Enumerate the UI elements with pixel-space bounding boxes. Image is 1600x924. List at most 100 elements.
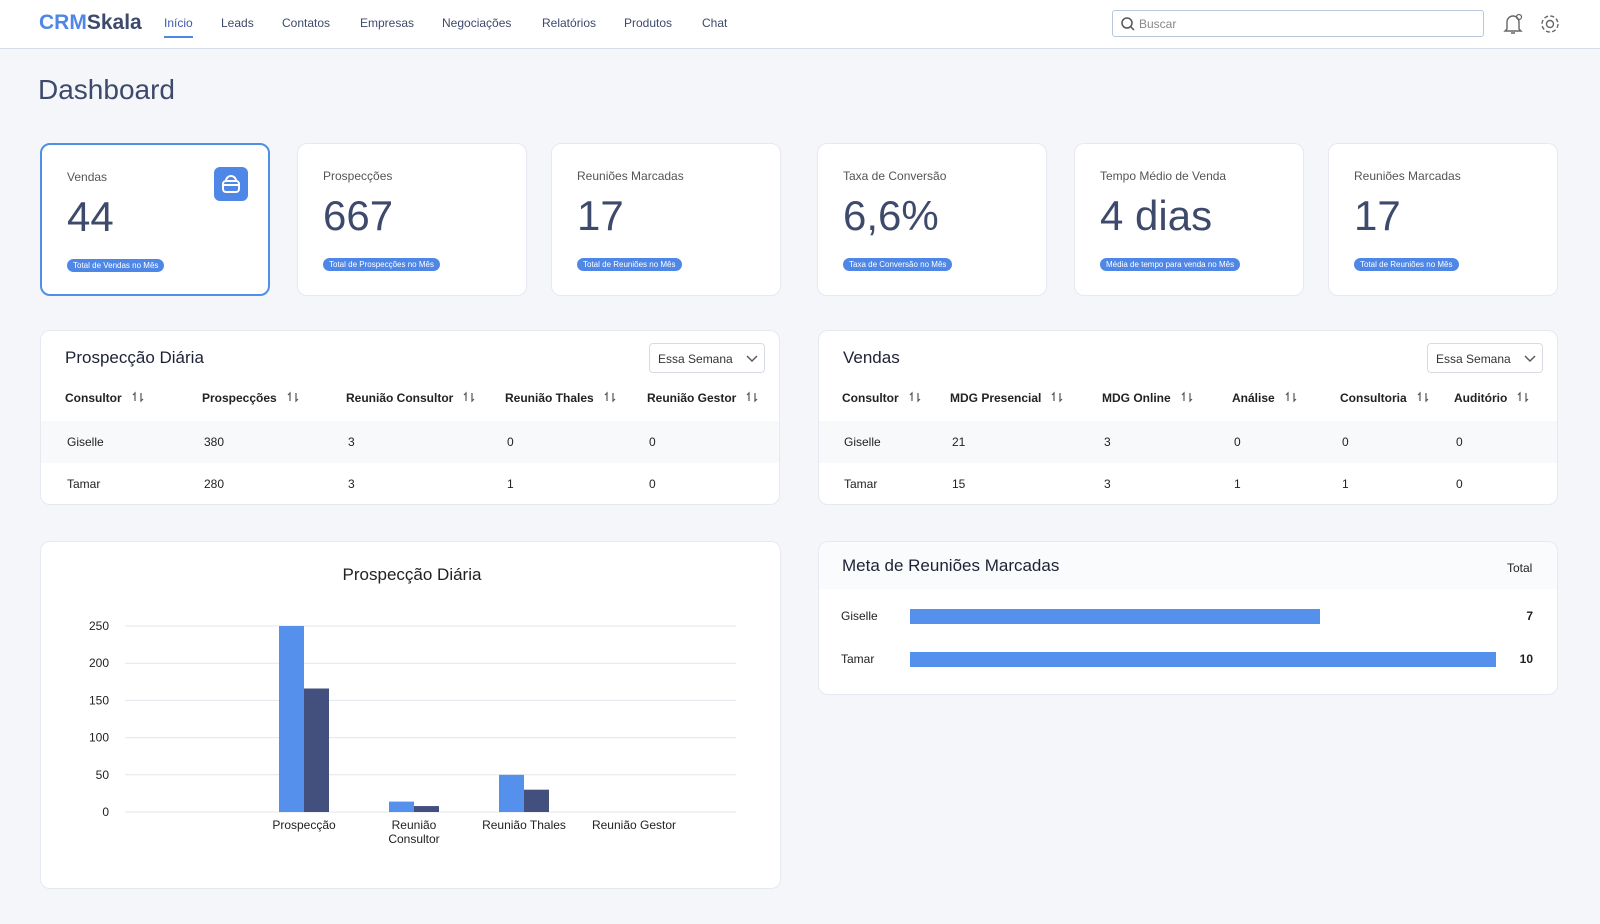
search-placeholder: Buscar [1139,17,1177,31]
column-header[interactable]: Consultoria [1340,391,1429,406]
sort[interactable] [604,391,616,406]
table-cell: 15 [952,477,966,491]
x-tick-label: Reunião Gestor [591,818,677,832]
sort[interactable] [1517,391,1529,406]
table-cell: 1 [1234,477,1241,491]
table-cell: 0 [649,477,656,491]
table-cell: 0 [1456,435,1463,449]
table-card: Vendas Essa Semana Consultor MDG Presencial… [818,330,1558,505]
bar [279,626,304,812]
goal-bar [910,609,1321,624]
goal-header-bg [819,542,1557,589]
sort[interactable] [132,391,144,406]
kpi-label: Reuniões Marcadas [577,169,684,183]
sort[interactable] [287,391,299,406]
table-card: Prospecção Diária Essa Semana Consultor Pro… [40,330,780,505]
column-header[interactable]: Consultor [65,391,144,406]
kpi-label: Tempo Médio de Venda [1100,169,1227,183]
search-icon [1121,17,1135,31]
kpi-card[interactable]: Vendas 44 Total de Vendas no Mês [40,143,270,296]
sort-icon [1417,391,1429,403]
top-nav: CRMSkala Buscar Início Leads Contatos Empre… [0,0,1600,49]
column-header[interactable]: Reunião Consultor [346,391,475,406]
settings-icon[interactable] [1538,12,1562,36]
kpi-card[interactable]: Reuniões Marcadas 17 Total de Reuniões no … [551,143,781,296]
sort[interactable] [746,391,758,406]
kpi-card[interactable]: Taxa de Conversão 6,6% Taxa de Conversão n… [817,143,1047,296]
logo[interactable]: CRMSkala [39,11,142,35]
sort-icon [1285,391,1297,403]
table-cell: 0 [1456,477,1463,491]
kpi-value: 6,6% [843,192,939,239]
goal-name: Giselle [841,609,878,623]
sort-icon [463,391,475,403]
table-row-bg [41,421,779,463]
table-cell: 3 [348,435,355,449]
nav-item[interactable]: Início [164,16,193,38]
x-tick-label: Reunião Thales [482,818,566,832]
sort[interactable] [1417,391,1429,406]
nav-item[interactable]: Empresas [360,16,415,30]
column-header[interactable]: Auditório [1454,391,1529,406]
sort[interactable] [463,391,475,406]
nav-item[interactable]: Chat [702,16,728,30]
kpi-badge: Total de Reuniões no Mês [1354,258,1459,271]
table-cell: Giselle [67,435,104,449]
sort[interactable] [1051,391,1063,406]
sort-icon [746,391,758,403]
kpi-badge: Média de tempo para venda no Mês [1100,258,1241,271]
kpi-icon [214,167,248,201]
y-tick-label: 0 [102,805,109,819]
filter-select[interactable]: Essa Semana [1427,343,1543,373]
search-box[interactable]: Buscar [1112,10,1484,37]
filter-label: Essa Semana [658,352,733,366]
goal-card: Meta de Reuniões Marcadas Total Giselle 7 Ta… [818,541,1558,695]
table-cell: 0 [507,435,514,449]
column-header[interactable]: MDG Online [1102,391,1193,406]
table-cell: 21 [952,435,966,449]
table-cell: Tamar [844,477,878,491]
table-cell: 3 [1104,477,1111,491]
filter-select[interactable]: Essa Semana [649,343,765,373]
table-cell: Tamar [67,477,101,491]
kpi-value: 17 [577,192,624,239]
bar [304,688,329,812]
sort-icon [909,391,921,403]
kpi-card[interactable]: Tempo Médio de Venda 4 dias Média de tempo… [1074,143,1304,296]
table-cell: 0 [1234,435,1241,449]
nav-item[interactable]: Produtos [624,16,673,30]
chart-title: Prospecção Diária [343,565,482,584]
sort[interactable] [1181,391,1193,406]
kpi-card[interactable]: Prospecções 667 Total de Prospecções no Mê… [297,143,527,296]
sort-icon [132,391,144,403]
chart-card: Prospecção Diária 0 50 100 150 200 250 Prospecç… [40,541,781,889]
bar [389,801,414,812]
sort-icon [287,391,299,403]
nav-item[interactable]: Negociações [442,16,512,30]
table-title: Vendas [843,348,900,367]
nav-item[interactable]: Leads [221,16,254,30]
bell-icon[interactable] [1501,12,1525,36]
column-header[interactable]: Análise [1232,391,1297,406]
nav-item[interactable]: Relatórios [542,16,597,30]
y-tick-label: 250 [89,619,109,633]
y-tick-label: 150 [89,693,109,707]
column-header[interactable]: MDG Presencial [950,391,1063,406]
kpi-card[interactable]: Reuniões Marcadas 17 Total de Reuniões no … [1328,143,1558,296]
sort[interactable] [909,391,921,406]
kpi-label: Reuniões Marcadas [1354,169,1461,183]
sort-icon [1517,391,1529,403]
column-header[interactable]: Reunião Thales [505,391,616,406]
bar [524,789,549,812]
kpi-badge: Total de Reuniões no Mês [577,258,682,271]
nav-item[interactable]: Contatos [282,16,331,30]
column-header[interactable]: Consultor [842,391,921,406]
column-header[interactable]: Reunião Gestor [647,391,758,406]
kpi-value: 44 [67,193,114,240]
sort[interactable] [1285,391,1297,406]
table-cell: 1 [1342,477,1349,491]
column-header[interactable]: Prospecções [202,391,299,406]
chevron [1524,355,1536,362]
logo-suffix: Skala [86,11,142,34]
